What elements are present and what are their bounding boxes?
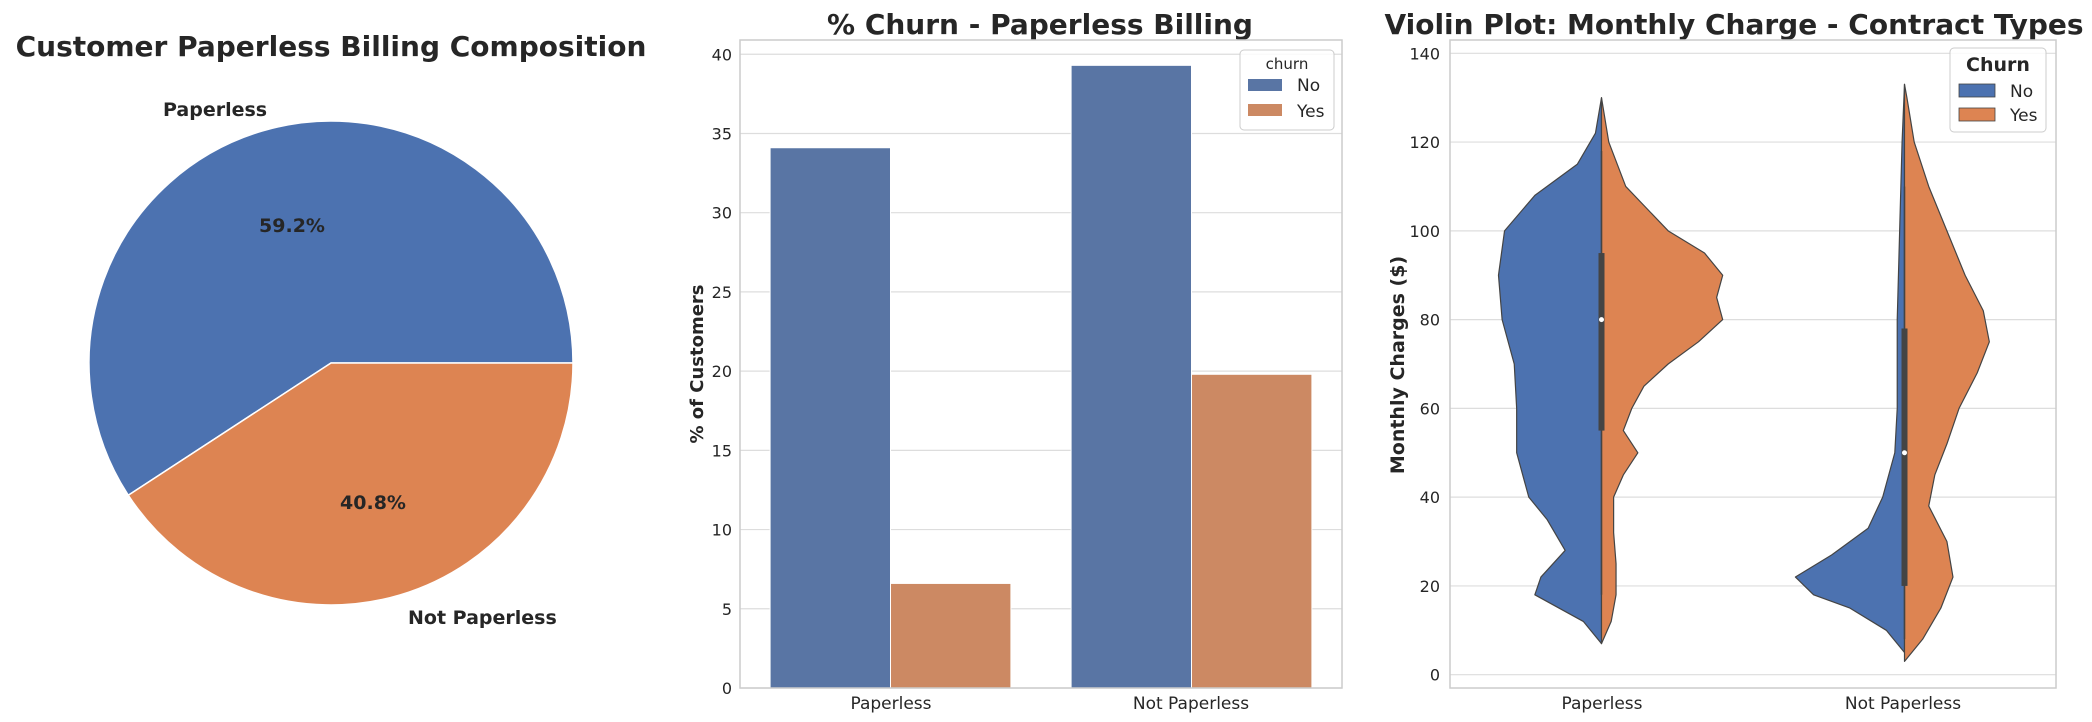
violin-legend-swatch-yes [1958, 107, 1996, 122]
violin-ytick-label: 100 [1409, 222, 1440, 241]
violin-not-paperless-yes [1903, 83, 1990, 662]
pie-slice-paperless [88, 120, 574, 497]
bar-legend-label-yes: Yes [1296, 102, 1325, 122]
bar-not-paperless-no [1070, 64, 1192, 689]
bar-paperless-yes [890, 582, 1012, 689]
pie-pct-not-paperless: 40.8% [340, 492, 406, 514]
violin-not-paperless-no [1794, 83, 1906, 654]
bar-legend-title: churn [1266, 55, 1309, 73]
violin-plot-frame [1449, 39, 2057, 689]
violin-ytick-label: 120 [1409, 133, 1440, 152]
pie-label-paperless: Paperless [163, 99, 267, 121]
violin-paperless-no [1497, 97, 1603, 645]
bar-ytick-label: 20 [712, 362, 732, 381]
violin-ytick-label: 0 [1430, 666, 1440, 685]
pie-title: Customer Paperless Billing Composition [16, 30, 647, 63]
bar-ytick-label: 10 [712, 521, 732, 540]
pie-label-not-paperless: Not Paperless [408, 607, 557, 629]
pie-slice-not-paperless [127, 362, 574, 606]
bar-legend: churn No Yes [1239, 49, 1335, 131]
violin-ytick-label: 80 [1420, 311, 1440, 330]
violin-y-axis-label: Monthly Charges ($) [1387, 256, 1409, 474]
violin-not-paperless-box [1901, 328, 1908, 586]
bar-ytick-label: 35 [712, 124, 732, 143]
violin-paperless-box [1598, 253, 1605, 431]
bar-legend-swatch-yes [1248, 104, 1282, 116]
violin-paperless-median [1599, 317, 1604, 323]
violin-legend-label-no: No [2010, 82, 2033, 102]
bar-not-paperless-yes [1191, 373, 1313, 689]
violin-ytick-label: 140 [1409, 44, 1440, 63]
bar-chart-panel: % Churn - Paperless Billing 0 5 10 15 20 25 30… [687, 8, 1343, 714]
violin-xtick-paperless: Paperless [1561, 694, 1642, 714]
bar-bars [769, 64, 1313, 689]
violin-chart-panel: Violin Plot: Monthly Charge - Contract T… [1384, 8, 2083, 714]
bar-ytick-label: 40 [712, 45, 732, 64]
bar-xtick-not-paperless: Not Paperless [1133, 694, 1249, 714]
violin-ytick-label: 60 [1420, 399, 1440, 418]
bar-y-axis-label: % of Customers [687, 284, 708, 443]
bar-legend-label-no: No [1297, 76, 1320, 96]
violin-ytick-label: 40 [1420, 488, 1440, 507]
bar-ytick-label: 25 [712, 283, 732, 302]
bar-plot-frame [739, 39, 1343, 689]
bar-paperless-no [769, 147, 891, 689]
pie-pct-paperless: 59.2% [259, 215, 325, 237]
violin-title: Violin Plot: Monthly Charge - Contract T… [1384, 8, 2083, 41]
violin-xtick-not-paperless: Not Paperless [1845, 694, 1961, 714]
violin-legend: Churn No Yes [1949, 47, 2047, 133]
violin-ytick-label: 20 [1420, 577, 1440, 596]
pie-chart-panel: Customer Paperless Billing Composition P… [16, 30, 647, 629]
violin-legend-title: Churn [1966, 54, 2030, 76]
violin-paperless-yes [1600, 97, 1724, 645]
violin-y-ticks: 0 20 40 60 80 100 120 140 [1409, 44, 1440, 684]
bar-xtick-paperless: Paperless [850, 694, 931, 714]
pie-slices [88, 120, 574, 606]
violin-legend-swatch-no [1958, 83, 1996, 98]
bar-title: % Churn - Paperless Billing [827, 8, 1253, 41]
bar-ytick-label: 5 [722, 600, 732, 619]
bar-ytick-label: 30 [712, 204, 732, 223]
violin-not-paperless-median [1902, 450, 1907, 456]
violin-legend-label-yes: Yes [2009, 106, 2038, 126]
bar-legend-swatch-no [1248, 79, 1282, 91]
violin-shapes [1497, 83, 1990, 662]
bar-ytick-label: 0 [722, 679, 732, 698]
bar-ytick-label: 15 [712, 441, 732, 460]
bar-y-ticks: 0 5 10 15 20 25 30 35 40 [712, 45, 732, 698]
